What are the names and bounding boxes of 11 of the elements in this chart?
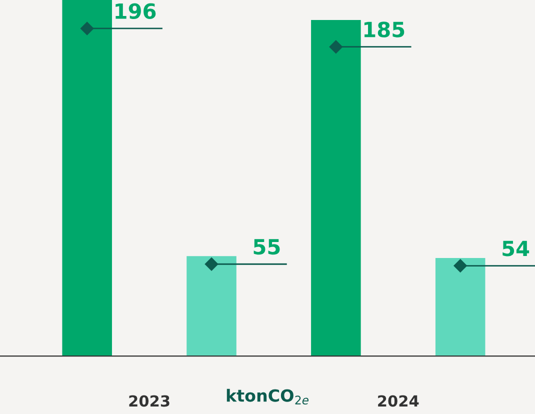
- data-label: 55: [254, 239, 280, 255]
- data-label: 196: [116, 3, 156, 19]
- x-tick-label: 2024: [378, 395, 419, 407]
- x-axis-title: ktonCO$_{2e}$: [226, 388, 309, 404]
- bar: [435, 258, 486, 356]
- x-tick-label: 2023: [129, 395, 170, 407]
- bar: [62, 0, 112, 356]
- bar: [186, 256, 236, 356]
- bar: [311, 20, 361, 356]
- data-label: 185: [364, 22, 404, 38]
- data-label: 54: [502, 240, 530, 256]
